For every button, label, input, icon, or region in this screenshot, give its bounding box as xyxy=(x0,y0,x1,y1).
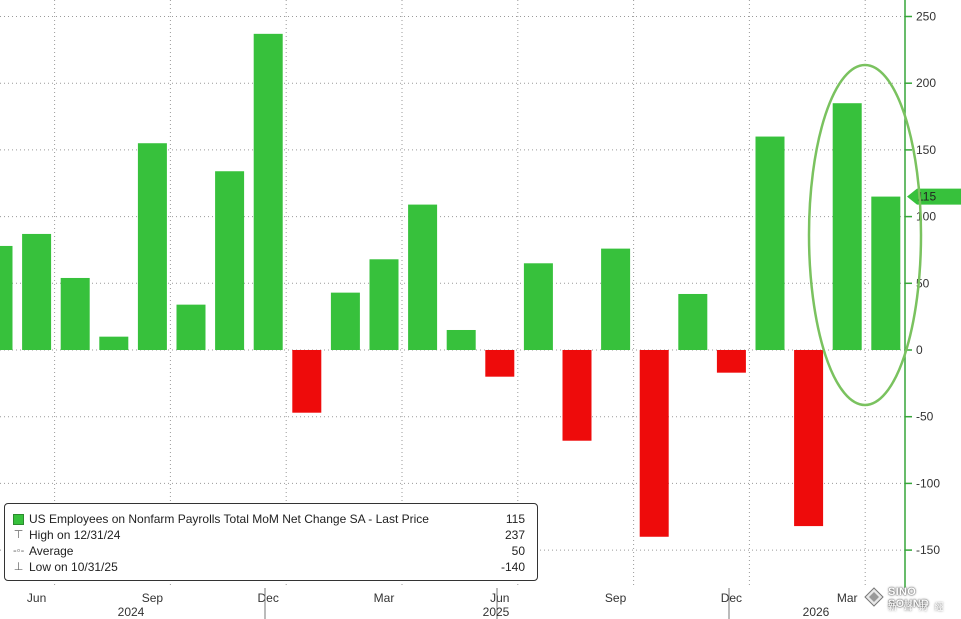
y-tick-label: 200 xyxy=(916,76,936,90)
watermark-logo: SINO SOUND 新 聲 財 經 xyxy=(864,583,960,615)
legend-low-value: -140 xyxy=(500,560,525,574)
bar xyxy=(408,204,438,350)
bars xyxy=(0,33,901,537)
bar xyxy=(678,293,708,350)
x-tick-label: Jun xyxy=(27,591,46,605)
x-tick-label: Jun xyxy=(490,591,509,605)
legend-high-row: ⊤ High on 12/31/24 237 xyxy=(13,528,525,544)
highlight-ellipse xyxy=(807,63,923,407)
bar xyxy=(369,259,399,350)
bar xyxy=(446,329,476,350)
legend-high-label: High on 12/31/24 xyxy=(29,528,121,542)
bar xyxy=(562,350,592,441)
bar xyxy=(485,350,515,377)
watermark-sub: 新 聲 財 經 xyxy=(888,602,946,612)
legend-average-row: -◦- Average 50 xyxy=(13,544,525,560)
legend-series-value: 115 xyxy=(505,512,525,526)
overlay: 115 xyxy=(807,63,961,407)
average-marker-icon: -◦- xyxy=(13,545,25,557)
low-marker-icon: ⊥ xyxy=(13,561,24,573)
legend-average-value: 50 xyxy=(511,544,525,558)
bar xyxy=(755,136,785,350)
x-year-label: 2026 xyxy=(803,605,830,619)
bar xyxy=(832,103,862,351)
y-tick-label: 250 xyxy=(916,10,936,24)
high-marker-icon: ⊤ xyxy=(13,529,24,541)
legend: US Employees on Nonfarm Payrolls Total M… xyxy=(4,503,538,581)
x-tick-label: Dec xyxy=(258,591,279,605)
bar xyxy=(176,304,206,350)
bar xyxy=(639,350,669,537)
x-axis: Jun Sep Dec Mar Jun Sep Dec Mar 2024 2025 2026 xyxy=(27,588,858,619)
bar xyxy=(137,143,167,350)
legend-average-label: Average xyxy=(29,544,74,558)
bar xyxy=(794,350,824,527)
legend-series-row: US Employees on Nonfarm Payrolls Total M… xyxy=(13,512,525,528)
watermark-brand: SINO SOUND xyxy=(888,586,930,610)
x-tick-label: Mar xyxy=(374,591,395,605)
bar xyxy=(601,248,631,350)
bar xyxy=(330,292,360,350)
bar xyxy=(0,245,13,350)
legend-high-value: 237 xyxy=(504,528,525,542)
legend-series-label: US Employees on Nonfarm Payrolls Total M… xyxy=(29,512,429,526)
legend-low-row: ⊥ Low on 10/31/25 -140 xyxy=(13,560,525,576)
y-tick-label: -50 xyxy=(916,410,934,424)
bar xyxy=(215,171,245,350)
sino-sound-logo-icon xyxy=(864,587,884,607)
x-year-label: 2024 xyxy=(118,605,145,619)
bar xyxy=(99,336,129,350)
last-price-label: 115 xyxy=(917,190,936,204)
series-swatch-icon xyxy=(13,514,24,525)
x-year-label: 2025 xyxy=(483,605,510,619)
bar xyxy=(22,233,52,350)
x-tick-label: Dec xyxy=(721,591,742,605)
bar xyxy=(716,350,746,373)
y-tick-label: -100 xyxy=(916,476,940,490)
x-tick-label: Sep xyxy=(605,591,627,605)
y-tick-label: 0 xyxy=(916,343,923,357)
y-tick-label: 150 xyxy=(916,143,936,157)
bar xyxy=(60,277,90,350)
x-tick-label: Mar xyxy=(837,591,858,605)
y-tick-label: 100 xyxy=(916,210,936,224)
x-tick-label: Sep xyxy=(142,591,164,605)
y-tick-label: -150 xyxy=(916,543,940,557)
bar xyxy=(871,196,901,350)
bar xyxy=(292,350,322,413)
bar xyxy=(253,33,283,350)
bar xyxy=(523,263,553,350)
legend-low-label: Low on 10/31/25 xyxy=(29,560,118,574)
